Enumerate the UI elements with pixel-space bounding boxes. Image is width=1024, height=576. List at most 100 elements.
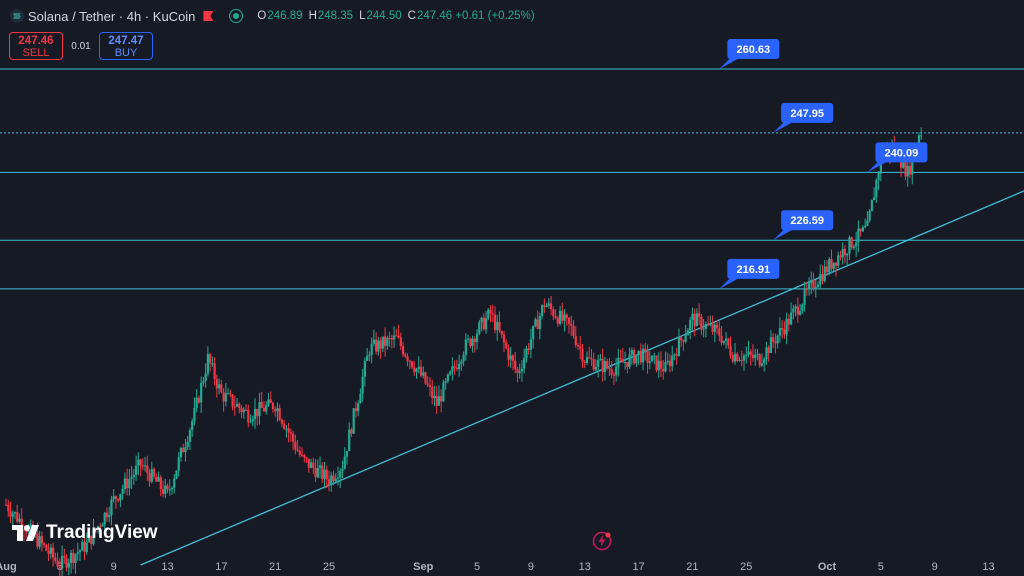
- candle-body: [830, 259, 833, 269]
- candle-body: [911, 157, 914, 175]
- symbol-title[interactable]: Solana / Tether · 4h · KuCoin: [28, 8, 196, 24]
- tradingview-logo[interactable]: TradingView: [12, 522, 158, 544]
- candle-body: [711, 324, 714, 332]
- candle-body: [823, 266, 826, 282]
- candle-body: [850, 237, 853, 248]
- candle-body: [653, 355, 656, 357]
- candle-body: [567, 317, 571, 324]
- ohlc-values: O246.89 H248.35 L244.50 C247.46 +0.61 (+…: [257, 10, 535, 22]
- candle-body: [417, 366, 420, 369]
- candle-body: [848, 237, 851, 254]
- candle-body: [318, 465, 322, 468]
- candle-body: [729, 345, 732, 356]
- candle-body: [547, 303, 550, 306]
- candle-body: [305, 457, 308, 459]
- x-tick-label: 9: [528, 561, 534, 573]
- candle-body: [4, 504, 8, 506]
- flag-icon[interactable]: [203, 11, 214, 21]
- candle-body: [244, 409, 248, 411]
- candle-body: [875, 179, 878, 198]
- candle-body: [816, 284, 820, 288]
- candle-body: [368, 354, 371, 356]
- candle-body: [906, 165, 909, 177]
- candle-body: [383, 336, 387, 346]
- candle-body: [352, 408, 355, 434]
- candle-body: [141, 465, 144, 467]
- candle-body: [491, 313, 494, 315]
- candle-body: [583, 361, 586, 363]
- candle-body: [280, 419, 284, 424]
- sell-button[interactable]: 247.46 SELL: [9, 32, 63, 60]
- candle-body: [446, 374, 450, 382]
- candle-body: [314, 467, 317, 478]
- candle-body: [682, 340, 685, 342]
- candle-body: [226, 393, 230, 395]
- candle-body: [431, 386, 434, 399]
- candle-body: [572, 325, 575, 337]
- candle-body: [648, 361, 651, 363]
- candle-body: [641, 348, 645, 363]
- candle-body: [868, 211, 871, 221]
- candle-body: [126, 478, 129, 489]
- market-open-icon: [229, 9, 244, 23]
- candle-body: [621, 358, 624, 363]
- candle-body: [164, 485, 167, 494]
- candle-body: [864, 225, 867, 228]
- candle-body: [695, 313, 698, 327]
- candle-body: [466, 338, 470, 340]
- candle-body: [303, 454, 306, 458]
- candle-body: [54, 557, 57, 561]
- candle-body: [370, 343, 373, 355]
- lightning-icon[interactable]: [592, 531, 612, 551]
- candle-body: [574, 336, 577, 346]
- candle-body: [543, 305, 546, 307]
- candle-body: [309, 462, 313, 468]
- candle-body: [449, 371, 452, 375]
- candle-body: [673, 354, 676, 356]
- candle-body: [11, 513, 14, 517]
- candle-body: [269, 399, 272, 403]
- candle-body: [72, 552, 75, 563]
- candle-body: [343, 456, 346, 469]
- candle-body: [686, 330, 690, 336]
- candle-body: [7, 504, 10, 512]
- candle-body: [852, 246, 856, 248]
- candle-body: [478, 322, 481, 334]
- candle-body: [819, 274, 822, 285]
- candle-body: [855, 242, 858, 247]
- candle-body: [348, 429, 351, 452]
- level-label-box: [727, 39, 780, 60]
- candle-body: [558, 310, 562, 324]
- candle-body: [626, 362, 629, 367]
- tradingview-icon: [12, 525, 39, 541]
- candle-body: [698, 313, 701, 317]
- candle-body: [738, 360, 741, 362]
- candle-body: [296, 449, 299, 451]
- candle-body: [233, 406, 236, 408]
- candle-body: [828, 259, 831, 273]
- buy-button[interactable]: 247.47 BUY: [99, 32, 153, 60]
- candle-body: [406, 356, 409, 361]
- candle-body: [778, 328, 781, 336]
- candle-body: [204, 373, 207, 381]
- x-tick-label: Oct: [818, 561, 837, 573]
- candle-body: [664, 362, 667, 372]
- candle-body: [121, 488, 124, 495]
- candle-body: [561, 310, 564, 321]
- candle-body: [191, 421, 194, 431]
- candle-body: [769, 337, 773, 354]
- candle-body: [188, 430, 192, 442]
- candle-body: [182, 447, 185, 453]
- candle-body: [211, 363, 214, 365]
- candle-body: [689, 319, 692, 331]
- candle-body: [794, 306, 797, 309]
- candle-body: [662, 368, 665, 372]
- candle-body: [399, 337, 402, 346]
- candle-body: [460, 361, 463, 364]
- candle-body: [866, 220, 869, 226]
- candle-body: [464, 339, 467, 355]
- candle-body: [135, 465, 138, 475]
- candle-body: [617, 358, 620, 367]
- x-tick-label: 25: [740, 561, 752, 573]
